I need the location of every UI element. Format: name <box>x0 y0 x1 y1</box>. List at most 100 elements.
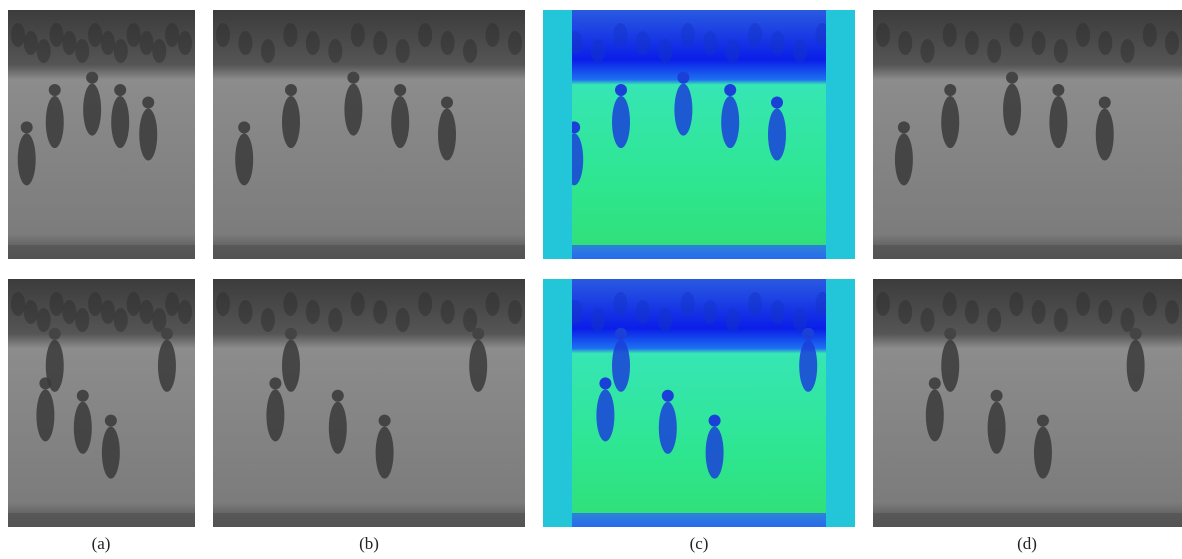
person <box>1034 427 1052 479</box>
crowd <box>1032 31 1046 55</box>
crowd <box>1054 308 1068 332</box>
caption-label: (c) <box>690 534 709 553</box>
person-head <box>161 328 173 340</box>
person-head <box>944 84 956 96</box>
person <box>344 84 362 136</box>
crowd <box>1098 300 1112 324</box>
crowd <box>396 308 410 332</box>
crowd <box>463 308 477 332</box>
crowd <box>50 292 64 316</box>
person-head <box>347 72 359 84</box>
person-head <box>929 377 941 389</box>
crowd <box>771 300 785 324</box>
crowd <box>306 31 320 55</box>
person-head <box>1130 328 1142 340</box>
person <box>139 109 157 161</box>
person-head <box>142 97 154 109</box>
image-panel <box>543 279 855 527</box>
fence <box>213 513 525 527</box>
crowd <box>75 308 89 332</box>
crowd <box>636 300 650 324</box>
person <box>659 402 677 454</box>
crowd <box>1076 23 1090 47</box>
crowd <box>11 292 25 316</box>
crowd <box>703 300 717 324</box>
crowd <box>1009 23 1023 47</box>
crowd <box>216 292 230 316</box>
crowd <box>793 39 807 63</box>
person-head <box>77 390 89 402</box>
person-head <box>379 415 391 427</box>
person-head <box>21 121 33 133</box>
crowd <box>591 39 605 63</box>
person <box>36 389 54 441</box>
person <box>46 340 64 392</box>
person-head <box>724 84 736 96</box>
person-head <box>285 84 297 96</box>
person <box>674 84 692 136</box>
fence <box>543 513 855 527</box>
person <box>941 340 959 392</box>
crowd <box>283 292 297 316</box>
fence <box>873 245 1182 259</box>
person-head <box>105 415 117 427</box>
image-panel <box>873 10 1182 259</box>
image-panel <box>873 279 1182 527</box>
crowd <box>681 23 695 47</box>
crowd <box>165 292 179 316</box>
person-head <box>599 377 611 389</box>
person-head <box>991 390 1003 402</box>
crowd <box>1098 31 1112 55</box>
person <box>706 427 724 479</box>
side-bar <box>826 279 855 527</box>
person-head <box>49 328 61 340</box>
crowd <box>152 39 166 63</box>
person <box>469 340 487 392</box>
caption-label: (d) <box>1017 534 1037 553</box>
crowd <box>1165 31 1179 55</box>
person-head <box>1037 415 1049 427</box>
person <box>1127 340 1145 392</box>
crowd <box>920 39 934 63</box>
crowd <box>1143 23 1157 47</box>
crowd <box>613 23 627 47</box>
crowd <box>876 23 890 47</box>
crowd <box>441 300 455 324</box>
crowd <box>486 292 500 316</box>
side-bar <box>543 10 572 259</box>
person-head <box>86 72 98 84</box>
person <box>158 340 176 392</box>
person <box>376 427 394 479</box>
crowd <box>11 23 25 47</box>
person <box>111 96 129 148</box>
side-bar <box>826 10 855 259</box>
person <box>721 96 739 148</box>
person-head <box>1099 97 1111 109</box>
crowd <box>37 308 51 332</box>
person-head <box>771 97 783 109</box>
crowd <box>943 23 957 47</box>
crowd <box>62 300 76 324</box>
crowd <box>328 39 342 63</box>
person <box>596 389 614 441</box>
crowd <box>37 39 51 63</box>
person <box>612 96 630 148</box>
crowd <box>75 39 89 63</box>
crowd <box>681 292 695 316</box>
crowd <box>88 292 102 316</box>
person <box>266 389 284 441</box>
crowd <box>1121 39 1135 63</box>
person-head <box>332 390 344 402</box>
fence <box>873 513 1182 527</box>
image-panel <box>543 10 855 259</box>
crowd <box>114 39 128 63</box>
crowd <box>613 292 627 316</box>
fence <box>213 245 525 259</box>
crowd <box>1165 300 1179 324</box>
person-head <box>472 328 484 340</box>
person <box>1049 96 1067 148</box>
crowd <box>238 300 252 324</box>
person <box>988 402 1006 454</box>
crowd <box>1121 308 1135 332</box>
person <box>83 84 101 136</box>
